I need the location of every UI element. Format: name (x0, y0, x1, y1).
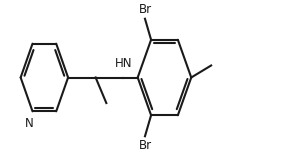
Text: N: N (25, 117, 34, 130)
Text: HN: HN (114, 57, 132, 70)
Text: Br: Br (138, 3, 151, 16)
Text: Br: Br (138, 139, 151, 152)
